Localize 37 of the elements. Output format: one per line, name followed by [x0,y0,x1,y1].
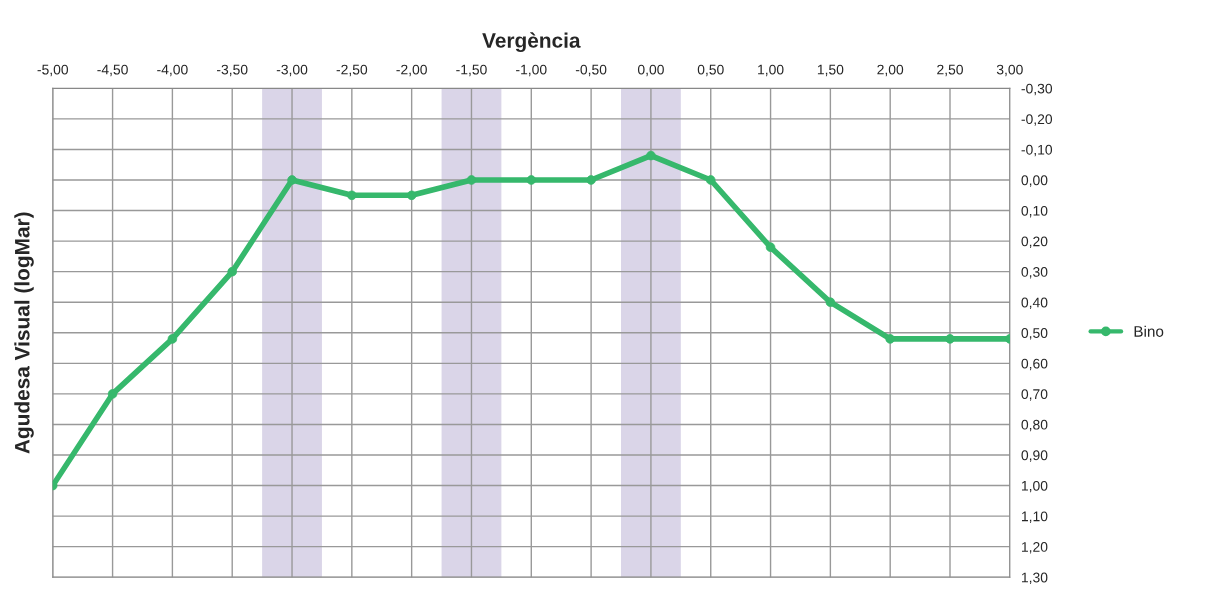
x-tick-label: -4,00 [157,64,188,77]
y-tick-label: 0,80 [1021,419,1048,432]
legend-label: Bino [1134,325,1164,337]
y-tick-label: -0,30 [1021,83,1053,96]
y-tick-label: 1,30 [1021,572,1048,585]
y-tick-label: 1,00 [1021,480,1048,493]
y-tick-label: 0,40 [1021,297,1048,310]
y-tick-label: 0,90 [1021,450,1048,462]
y-tick-label: 0,10 [1021,205,1048,218]
y-tick-label: 0,50 [1021,328,1048,340]
x-tick-label: -3,50 [217,64,248,77]
y-tick-label: 0,70 [1021,389,1048,401]
y-tick-label: 0,60 [1021,358,1048,371]
x-tick-label: 2,50 [937,64,963,77]
x-tick-label: 1,50 [817,64,844,77]
y-tick-label: 1,10 [1021,511,1048,523]
y-tick-label: 0,30 [1021,267,1048,279]
x-tick-label: 0,00 [637,64,664,77]
y-tick-label: 1,20 [1021,542,1048,554]
y-tick-label: -0,20 [1021,114,1053,126]
x-tick-label: -3,00 [276,64,308,77]
y-tick-label: 0,00 [1021,175,1048,187]
x-tick-label: 2,00 [877,64,904,77]
x-tick-label: -5,00 [37,64,69,77]
x-tick-label: -1,50 [456,64,487,77]
x-axis-title: Vergència [482,32,581,53]
x-tick-label: -2,50 [336,64,368,77]
x-tick-label: -0,50 [575,64,607,77]
x-tick-label: -4,50 [97,64,128,77]
x-tick-label: 0,50 [697,64,724,77]
x-tick-label: -1,00 [516,64,547,77]
y-tick-label: 0,20 [1021,236,1048,248]
y-axis-title: Agudesa Visual (logMar) [14,212,34,454]
x-tick-label: 1,00 [758,64,784,77]
x-tick-label: 3,00 [996,64,1023,77]
x-tick-label: -2,00 [396,64,427,77]
y-tick-label: -0,10 [1021,144,1053,157]
